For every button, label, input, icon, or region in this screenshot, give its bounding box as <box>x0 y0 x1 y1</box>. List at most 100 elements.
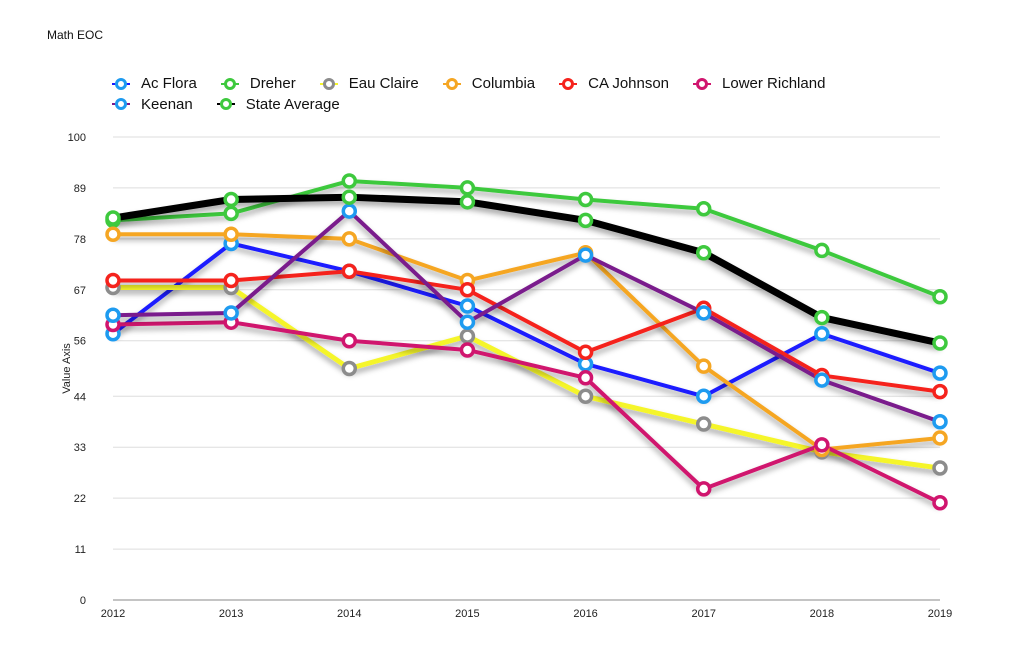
data-point-state-average <box>932 335 948 351</box>
x-tick-label: 2015 <box>455 608 479 620</box>
data-point-ac-flora <box>814 326 830 342</box>
legend-item: State Average <box>215 95 340 114</box>
series-line-columbia <box>113 232 941 452</box>
data-point-keenan <box>577 247 594 263</box>
x-tick-label: 2017 <box>691 608 715 620</box>
x-tick-label: 2016 <box>573 608 597 620</box>
legend-label: Keenan <box>141 95 193 113</box>
legend-marker-icon <box>442 77 461 90</box>
data-point-eau-claire <box>341 360 358 377</box>
data-point-ca-johnson <box>223 272 239 289</box>
x-tick-label: 2012 <box>101 608 125 620</box>
data-point-dreher <box>814 242 830 259</box>
legend-marker-icon <box>559 77 578 90</box>
data-point-keenan <box>341 203 358 219</box>
legend-marker-icon <box>112 77 130 90</box>
y-tick-label: 89 <box>74 183 86 195</box>
data-point-ca-johnson <box>577 344 594 361</box>
data-point-columbia <box>105 226 121 242</box>
data-point-keenan <box>105 307 121 324</box>
data-point-eau-claire <box>459 328 476 344</box>
data-point-columbia <box>932 430 948 446</box>
x-tick-label: 2014 <box>337 608 361 620</box>
data-point-keenan <box>814 372 830 388</box>
data-point-dreher <box>459 180 476 196</box>
data-point-state-average <box>814 309 830 326</box>
x-tick-label: 2019 <box>928 608 952 620</box>
legend-marker-icon <box>216 98 235 110</box>
data-point-state-average <box>459 194 476 210</box>
data-point-dreher <box>932 288 948 305</box>
series-line-dreher <box>112 178 941 299</box>
y-tick-label: 0 <box>80 595 86 607</box>
legend-label: CA Johnson <box>588 75 670 92</box>
data-point-ac-flora <box>932 365 948 381</box>
y-tick-label: 100 <box>68 132 86 144</box>
legend-item: Ac Flora <box>110 74 197 93</box>
data-point-eau-claire <box>577 388 594 405</box>
y-tick-label: 22 <box>74 493 86 505</box>
data-point-lower-richland <box>695 481 712 497</box>
data-point-keenan <box>223 305 239 321</box>
y-tick-label: 56 <box>74 336 86 348</box>
data-point-state-average <box>695 245 712 261</box>
legend-label: State Average <box>245 95 340 113</box>
data-point-state-average <box>341 189 358 205</box>
chart-title: Math EOC <box>47 28 104 42</box>
legend-label: Lower Richland <box>722 75 826 92</box>
legend-label: Columbia <box>471 75 536 92</box>
data-point-eau-claire <box>932 460 948 476</box>
data-point-dreher <box>341 173 358 189</box>
data-point-lower-richland <box>341 332 358 349</box>
legend-item: Columbia <box>441 74 535 93</box>
data-point-dreher <box>577 191 594 208</box>
legend-item: Lower Richland <box>691 74 825 93</box>
series-line-eau-claire <box>113 284 941 471</box>
y-tick-label: 67 <box>74 285 86 297</box>
data-point-keenan <box>695 305 712 321</box>
series-line-ca-johnson <box>113 269 941 394</box>
data-point-columbia <box>695 358 712 374</box>
y-tick-label: 11 <box>75 544 86 556</box>
data-point-ac-flora <box>695 388 712 405</box>
data-point-eau-claire <box>695 416 712 432</box>
data-point-ca-johnson <box>105 272 121 289</box>
data-point-columbia <box>341 231 358 247</box>
data-point-dreher <box>695 201 712 217</box>
legend-item: Keenan <box>110 95 193 114</box>
legend: Ac Flora Dreher Eau Claire Columbia CA Johns… <box>110 74 950 115</box>
series-line-ac-flora <box>111 241 941 399</box>
legend-label: Ac Flora <box>141 75 197 92</box>
legend-item: Eau Claire <box>318 74 419 93</box>
legend-marker-icon <box>220 77 239 90</box>
x-tick-label: 2013 <box>219 608 243 620</box>
legend-label: Eau Claire <box>348 75 419 92</box>
legend-label: Dreher <box>249 75 296 92</box>
data-point-keenan <box>459 314 476 330</box>
y-tick-label: 33 <box>74 442 86 454</box>
y-tick-label: 78 <box>74 234 86 246</box>
series-line-state-average <box>112 193 941 347</box>
y-axis-label: Value Axis <box>61 343 73 394</box>
data-point-ca-johnson <box>459 282 476 298</box>
legend-item: CA Johnson <box>557 74 669 93</box>
legend-item: Dreher <box>219 74 296 93</box>
data-point-state-average <box>105 210 121 226</box>
data-point-keenan <box>932 413 948 430</box>
series-line-lower-richland <box>112 320 941 505</box>
legend-marker-icon <box>319 77 338 90</box>
data-point-dreher <box>223 205 239 222</box>
y-tick-label: 44 <box>74 391 86 403</box>
data-point-lower-richland <box>932 495 948 511</box>
data-point-lower-richland <box>814 437 830 453</box>
data-point-columbia <box>223 226 239 242</box>
data-point-lower-richland <box>459 342 476 358</box>
data-point-lower-richland <box>577 370 594 386</box>
legend-marker-icon <box>112 98 130 110</box>
data-point-ca-johnson <box>932 383 948 400</box>
series-line-keenan <box>112 209 941 424</box>
data-point-ac-flora <box>459 298 476 314</box>
data-point-state-average <box>223 191 239 208</box>
x-tick-label: 2018 <box>810 608 834 620</box>
